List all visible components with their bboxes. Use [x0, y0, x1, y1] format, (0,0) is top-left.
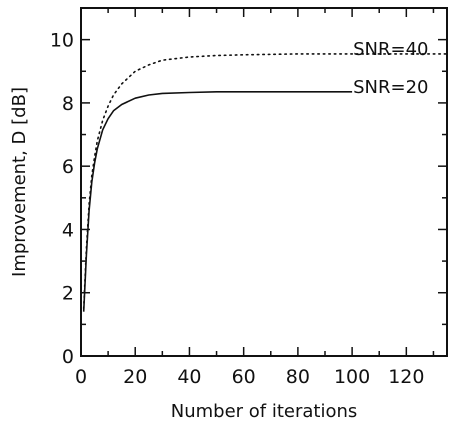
series-annotation: SNR=20: [353, 77, 428, 98]
y-axis-title: Improvement, D [dB]: [9, 87, 30, 277]
x-tick-label: 40: [177, 366, 201, 388]
annotations: SNR=40 SNR=20: [353, 39, 428, 98]
x-tick-label: 120: [388, 366, 424, 388]
axis-ticks: [80, 7, 447, 357]
x-tick-label: 100: [334, 366, 370, 388]
y-tick-label: 8: [62, 93, 74, 115]
x-tick-label: 0: [75, 366, 87, 388]
plot-frame: [80, 7, 448, 357]
y-tick-label: 0: [62, 346, 74, 368]
x-tick-label: 80: [286, 366, 310, 388]
y-tick-label: 2: [62, 283, 74, 305]
series-group: [82, 53, 448, 312]
x-tick-label: 20: [123, 366, 147, 388]
y-tick-label: 6: [62, 156, 74, 178]
y-tick-label: 10: [50, 30, 74, 52]
x-axis-title: Number of iterations: [171, 401, 358, 422]
series-line-snr-20: [82, 91, 353, 312]
tick-labels: 0 20 40 60 80 100 120 0 2 4 6 8 10: [50, 30, 425, 388]
series-annotation: SNR=40: [353, 39, 428, 60]
x-tick-label: 60: [232, 366, 256, 388]
y-tick-label: 4: [62, 219, 74, 241]
